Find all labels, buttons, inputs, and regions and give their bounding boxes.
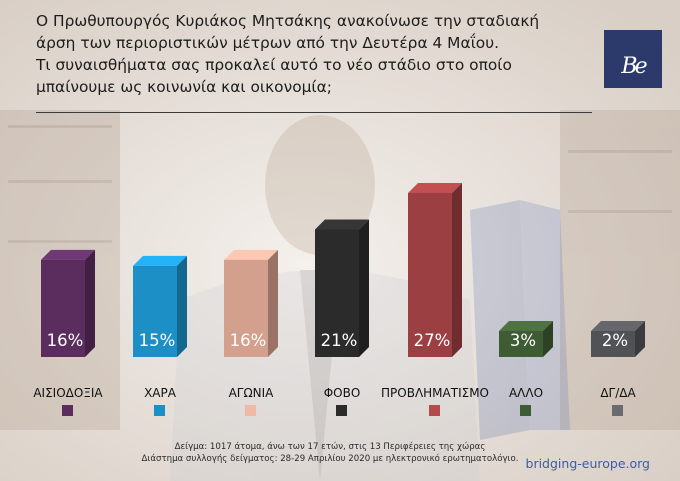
bar-side-face	[452, 183, 462, 357]
bar-6: 3%	[499, 321, 553, 357]
bar-front-face	[315, 229, 359, 357]
bar-top-face	[499, 321, 553, 331]
bar-value-label: 16%	[47, 331, 84, 350]
legend-swatch	[154, 405, 165, 416]
bar-front-face	[499, 331, 543, 357]
bar-top-face	[224, 249, 278, 260]
title-line-4: μπαίνουμε ως κοινωνία και οικονομία;	[36, 78, 332, 96]
category-label: ΠΡΟΒΛΗΜΑΤΙΣΜΟ	[381, 386, 489, 400]
legend-swatch	[336, 405, 347, 416]
legend-swatch	[612, 405, 623, 416]
bar-value-label: 21%	[321, 331, 358, 350]
bar-4: 21%	[315, 219, 369, 357]
bar-front-face	[591, 331, 635, 357]
website-link[interactable]: bridging-europe.org	[525, 456, 650, 471]
category-label: ΑΙΣΙΟΔΟΞΙΑ	[33, 386, 103, 400]
bar-value-label: 16%	[230, 331, 267, 350]
bar-side-face	[359, 219, 369, 357]
bar-value-label: 15%	[139, 331, 176, 350]
bar-side-face	[543, 321, 553, 357]
bar-5: 27%	[408, 183, 462, 357]
chart-title: Ο Πρωθυπουργός Κυριάκος Μητσάκης ανακοίν…	[36, 10, 596, 98]
title-line-2: άρση των περιοριστικών μέτρων από την Δε…	[36, 34, 500, 52]
bar-top-face	[133, 255, 187, 266]
legend-swatch	[429, 405, 440, 416]
footnote-line-1: Δείγμα: 1017 άτομα, άνω των 17 ετών, στι…	[174, 442, 486, 452]
title-line-1: Ο Πρωθυπουργός Κυριάκος Μητσάκης ανακοίν…	[36, 12, 540, 30]
bar-front-face	[408, 193, 452, 357]
bar-front-face	[133, 265, 177, 357]
title-divider	[36, 112, 592, 113]
bar-3: 16%	[224, 249, 278, 357]
bar-front-face	[224, 259, 268, 357]
category-label: ΔΓ/ΔΑ	[600, 386, 636, 400]
bar-side-face	[177, 255, 187, 357]
title-line-3: Τι συναισθήματα σας προκαλεί αυτό το νέο…	[36, 56, 512, 74]
bar-side-face	[635, 321, 645, 357]
bar-top-face	[408, 183, 462, 193]
bar-value-label: 3%	[510, 331, 536, 350]
footnote-line-2: Διάστημα συλλογής δείγματος: 28-29 Απριλ…	[141, 454, 519, 464]
bar-side-face	[85, 249, 95, 357]
category-label: ΑΓΩΝΙΑ	[228, 386, 274, 400]
bar-side-face	[268, 249, 278, 357]
footnote: Δείγμα: 1017 άτομα, άνω των 17 ετών, στι…	[120, 441, 540, 465]
legend-swatch	[62, 405, 73, 416]
brand-logo: Be	[604, 30, 662, 88]
bar-1: 16%	[41, 249, 95, 357]
bar-value-label: 2%	[602, 331, 628, 350]
bar-top-face	[315, 219, 369, 230]
bar-value-label: 27%	[414, 331, 451, 350]
bar-2: 15%	[133, 255, 187, 357]
bar-front-face	[41, 259, 85, 357]
bar-top-face	[41, 249, 95, 260]
legend-swatch	[520, 405, 531, 416]
logo-text: Be	[621, 54, 647, 79]
category-label: ΧΑΡΑ	[144, 386, 176, 400]
category-label: ΑΛΛΟ	[508, 386, 544, 400]
legend-swatch	[245, 405, 256, 416]
category-label: ΦΟΒΟ	[323, 386, 361, 400]
bar-top-face	[591, 321, 645, 331]
bar-7: 2%	[591, 321, 645, 357]
